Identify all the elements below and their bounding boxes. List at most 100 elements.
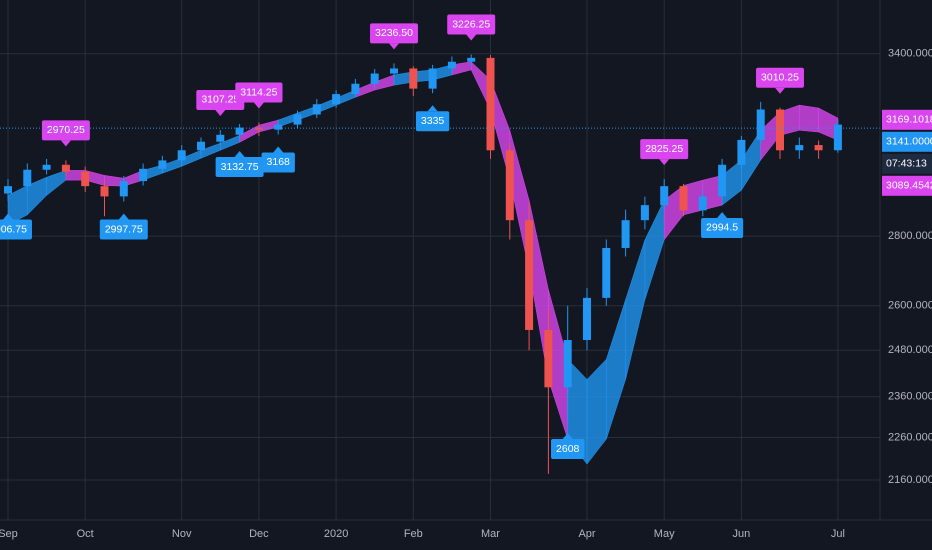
grid <box>0 0 880 520</box>
label-text: 3168 <box>267 156 291 168</box>
candle-body <box>621 220 630 248</box>
label-box <box>196 89 245 110</box>
candle-body <box>216 134 225 142</box>
candle-body <box>42 164 51 170</box>
label-text: 3010.25 <box>761 72 799 84</box>
y-tick-label: 2360.0000 <box>888 391 932 403</box>
x-tick-label: Jun <box>733 528 751 540</box>
label-text: 3107.25 <box>201 94 239 106</box>
candle-body <box>428 68 437 89</box>
x-tick-label: Jul <box>831 528 845 540</box>
price-tag-box <box>882 131 932 152</box>
y-tick-label: 2260.0000 <box>888 431 932 443</box>
x-tick-label: 2020 <box>324 528 348 540</box>
candle-body <box>139 168 148 182</box>
label-box <box>415 111 450 132</box>
candle-body <box>525 220 534 330</box>
x-tick-label: Apr <box>578 528 595 540</box>
trough-label: 2906.75 <box>0 213 32 240</box>
label-box <box>701 217 744 238</box>
label-text: 3335 <box>421 115 445 127</box>
price-tag-label: 3089.4542 <box>886 180 932 192</box>
trough-label: 3132.75 <box>215 150 264 177</box>
candle-body <box>698 196 707 211</box>
x-tick-label: Feb <box>404 528 423 540</box>
label-box <box>0 219 32 240</box>
label-pointer <box>659 159 670 166</box>
y-tick-label: 2160.0000 <box>888 474 932 486</box>
peak-label: 2970.25 <box>41 120 90 147</box>
label-box <box>447 14 496 35</box>
label-pointer <box>466 34 477 41</box>
label-pointer <box>253 102 264 109</box>
label-pointer <box>427 105 438 112</box>
trough-label: 2608 <box>551 432 585 459</box>
price-tag-label: 3169.1018 <box>886 114 932 126</box>
label-pointer <box>717 211 728 218</box>
candle-body <box>293 114 302 125</box>
candle-body <box>4 186 12 194</box>
candle-body <box>660 186 669 206</box>
x-tick-label: Mar <box>481 528 500 540</box>
label-text: 3236.50 <box>375 27 413 39</box>
candles <box>4 54 842 474</box>
peak-label: 3114.25 <box>235 82 283 109</box>
x-tick-label: Oct <box>77 528 94 540</box>
label-pointer <box>273 146 284 153</box>
candle-body <box>177 150 186 161</box>
countdown: 07:43:13 <box>886 158 927 170</box>
candle-body <box>583 297 591 341</box>
label-text: 2997.75 <box>105 223 143 235</box>
peak-label: 2825.25 <box>640 139 689 166</box>
label-box <box>41 120 90 141</box>
candle-body <box>119 181 128 197</box>
candle-body <box>814 145 823 151</box>
x-tick-label: Nov <box>172 528 192 540</box>
candle-body <box>679 186 688 211</box>
peak-label: 3107.25 <box>196 89 245 116</box>
trough-label: 2994.5 <box>701 211 744 238</box>
candle-body <box>235 127 244 135</box>
candle-body <box>718 164 727 197</box>
label-text: 2994.5 <box>706 222 738 234</box>
candle-body <box>370 73 379 84</box>
label-box <box>215 156 264 177</box>
trough-label: 2997.75 <box>99 213 148 240</box>
label-pointer <box>234 150 245 157</box>
peak-label: 3236.50 <box>370 23 418 50</box>
label-pointer <box>389 43 399 50</box>
price-tag-label: 3141.0000 <box>886 136 932 148</box>
price-tag-box <box>882 175 932 196</box>
label-box <box>99 219 148 240</box>
label-box <box>551 438 585 459</box>
candle-body <box>640 205 649 221</box>
label-box <box>235 82 283 103</box>
candle-body <box>351 83 360 95</box>
ribbon <box>7 61 839 465</box>
x-tick-label: May <box>654 528 675 540</box>
candle-body <box>756 109 765 140</box>
candle-body <box>23 169 32 187</box>
candle-body <box>332 94 341 105</box>
peak-label: 3010.25 <box>756 67 804 94</box>
countdown-box <box>882 153 932 174</box>
label-box <box>640 139 689 160</box>
candle-body <box>737 139 746 165</box>
candle-body <box>505 150 514 221</box>
candle-body <box>544 329 553 388</box>
label-pointer <box>60 140 71 147</box>
label-box <box>756 67 804 88</box>
x-tick-label: Dec <box>249 528 269 540</box>
candle-body <box>61 164 70 172</box>
candle-body <box>486 57 495 151</box>
y-tick-label: 3400.0000 <box>888 48 932 60</box>
candle-body <box>833 124 842 151</box>
candle-body <box>776 109 784 151</box>
label-text: 2608 <box>556 443 580 455</box>
label-text: 2906.75 <box>0 223 27 235</box>
price-tag-box <box>882 109 932 130</box>
candle-body <box>795 145 804 151</box>
